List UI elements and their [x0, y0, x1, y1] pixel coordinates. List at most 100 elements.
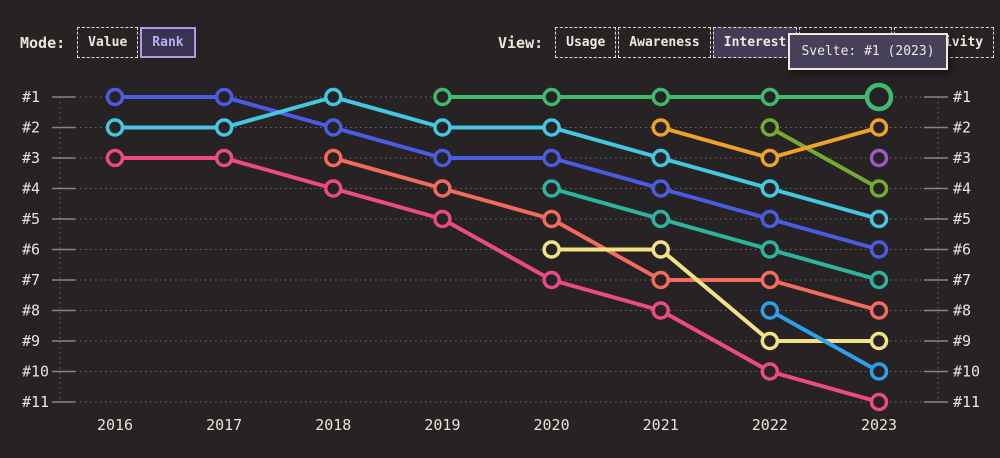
data-point-sky-blue-2023[interactable] [869, 362, 889, 381]
data-point-apple-green-2023[interactable] [869, 179, 889, 198]
series-line-pink [113, 156, 881, 404]
rank-label-left: #5 [22, 210, 40, 228]
year-label: 2023 [861, 416, 897, 434]
year-label: 2017 [206, 416, 242, 434]
data-point-teal-2021[interactable] [651, 209, 670, 229]
data-point-pink-2019[interactable] [433, 209, 452, 229]
data-point-blue-2023[interactable] [869, 240, 889, 259]
data-point-pink-2018[interactable] [324, 179, 343, 198]
rank-label-right: #1 [953, 88, 971, 106]
data-point-svelte-2022[interactable] [760, 87, 780, 107]
data-point-salmon-2018[interactable] [324, 148, 343, 168]
data-point-cyan-2020[interactable] [542, 118, 561, 137]
rank-label-right: #2 [953, 119, 971, 137]
data-point-yellow-2021[interactable] [651, 240, 670, 259]
rank-label-right: #10 [953, 363, 980, 381]
year-label: 2019 [424, 416, 460, 434]
data-point-blue-2019[interactable] [433, 148, 452, 168]
data-point-blue-2018[interactable] [324, 118, 343, 137]
data-point-orange-2021[interactable] [651, 118, 670, 137]
series-line-blue [113, 95, 881, 252]
data-point-cyan-2018[interactable] [324, 87, 343, 107]
data-point-blue-2016[interactable] [105, 87, 125, 107]
data-point-teal-2023[interactable] [869, 270, 889, 290]
rank-label-right: #5 [953, 210, 971, 228]
data-point-salmon-2020[interactable] [542, 209, 561, 229]
mode-label: Mode: [20, 33, 66, 52]
mode-option-rank[interactable]: Rank [140, 27, 196, 58]
mode-button-row: Value Rank [77, 27, 196, 58]
year-label: 2020 [534, 416, 570, 434]
data-point-cyan-2016[interactable] [105, 118, 125, 137]
data-point-salmon-2019[interactable] [433, 179, 452, 198]
view-label: View: [498, 33, 544, 52]
series-line-cyan [113, 95, 881, 221]
data-point-teal-2020[interactable] [542, 179, 561, 198]
data-point-cyan-2023[interactable] [869, 209, 889, 229]
data-point-pink-2023[interactable] [869, 392, 889, 412]
data-point-yellow-2020[interactable] [542, 240, 561, 259]
data-point-salmon-2022[interactable] [760, 270, 780, 290]
rank-label-right: #3 [953, 149, 971, 167]
data-point-pink-2022[interactable] [760, 362, 780, 381]
data-point-sky-blue-2022[interactable] [760, 301, 780, 320]
series-line-teal [549, 186, 881, 282]
year-label: 2022 [752, 416, 788, 434]
data-point-teal-2022[interactable] [760, 240, 780, 259]
data-point-cyan-2021[interactable] [651, 148, 670, 168]
data-point-orange-2022[interactable] [760, 148, 780, 168]
data-point-yellow-2023[interactable] [869, 331, 889, 351]
rank-label-right: #4 [953, 180, 971, 198]
year-label: 2021 [643, 416, 679, 434]
data-point-cyan-2019[interactable] [433, 118, 452, 137]
rank-label-left: #11 [22, 393, 49, 411]
hover-tooltip-text: Svelte: #1 (2023) [801, 44, 935, 59]
series-line-apple-green [767, 125, 881, 191]
data-point-blue-2017[interactable] [214, 87, 234, 107]
data-point-pink-2021[interactable] [651, 301, 670, 320]
data-point-purple-2023[interactable] [869, 148, 889, 168]
data-point-salmon-2023[interactable] [869, 301, 889, 320]
rank-label-left: #3 [22, 149, 40, 167]
data-point-svelte-2021[interactable] [651, 87, 670, 107]
series-line-salmon [331, 156, 881, 313]
data-point-blue-2021[interactable] [651, 179, 670, 198]
data-point-salmon-2021[interactable] [651, 270, 670, 290]
data-point-svelte-2020[interactable] [542, 87, 561, 107]
rank-label-right: #6 [953, 241, 971, 259]
data-point-pink-2020[interactable] [542, 270, 561, 290]
rank-label-right: #8 [953, 302, 971, 320]
data-point-cyan-2022[interactable] [760, 179, 780, 198]
series-line-sky-blue [767, 308, 881, 374]
data-point-blue-2022[interactable] [760, 209, 780, 229]
data-point-apple-green-2022[interactable] [760, 118, 780, 137]
year-label: 2018 [315, 416, 351, 434]
hover-tooltip: Svelte: #1 (2023) [788, 33, 948, 70]
rank-label-right: #9 [953, 332, 971, 350]
year-label: 2016 [97, 416, 133, 434]
data-point-svelte-2023[interactable] [864, 82, 894, 112]
mode-control: Mode: Value Rank [20, 27, 196, 58]
rank-label-left: #1 [22, 88, 40, 106]
data-point-pink-2017[interactable] [214, 148, 234, 168]
rank-label-left: #8 [22, 302, 40, 320]
data-point-pink-2016[interactable] [105, 148, 125, 168]
rank-label-left: #10 [22, 363, 49, 381]
data-point-orange-2023[interactable] [869, 118, 889, 137]
data-point-cyan-2017[interactable] [214, 118, 234, 137]
view-option-usage[interactable]: Usage [555, 27, 617, 58]
rank-label-right: #7 [953, 271, 971, 289]
rank-label-left: #6 [22, 241, 40, 259]
rank-label-left: #4 [22, 180, 40, 198]
data-point-svelte-2019[interactable] [433, 87, 452, 107]
rank-label-left: #2 [22, 119, 40, 137]
rank-label-right: #11 [953, 393, 980, 411]
rank-label-left: #9 [22, 332, 40, 350]
data-point-yellow-2022[interactable] [760, 331, 780, 351]
rank-label-left: #7 [22, 271, 40, 289]
view-option-awareness[interactable]: Awareness [618, 27, 711, 58]
data-point-blue-2020[interactable] [542, 148, 561, 168]
mode-option-value[interactable]: Value [77, 27, 139, 58]
